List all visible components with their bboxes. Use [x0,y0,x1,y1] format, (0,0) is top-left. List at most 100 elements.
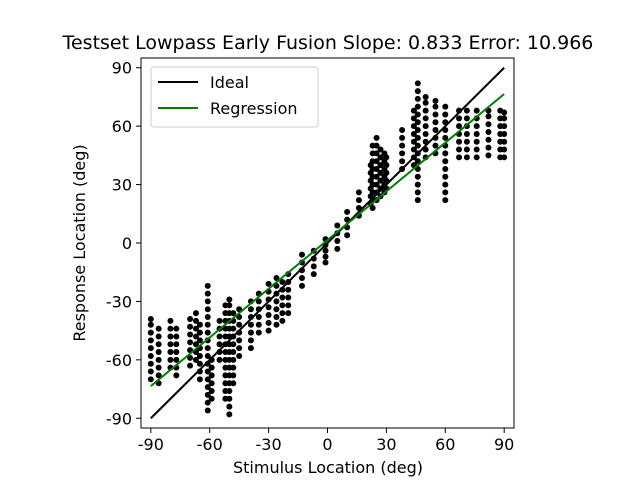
scatter-point [216,317,223,324]
scatter-point [422,99,429,106]
scatter-point [155,333,162,340]
scatter-point [255,329,262,336]
scatter-point [473,130,480,137]
scatter-point [399,142,406,149]
scatter-point [173,372,180,379]
scatter-point [230,356,237,363]
scatter-point [236,352,243,359]
scatter-point [485,152,492,159]
scatter-point [265,280,272,287]
scatter-point [410,107,417,114]
x-tick-label: -90 [138,435,164,454]
scatter-point [204,290,211,297]
scatter-point [187,354,194,361]
scatter-point [473,107,480,114]
scatter-point [247,345,254,352]
scatter-point [204,368,211,375]
scatter-point [298,251,305,258]
scatter-point [355,189,362,196]
scatter-point [187,315,194,322]
legend-ideal-label: Ideal [210,73,249,92]
scatter-point [463,115,470,122]
scatter-point [410,130,417,137]
scatter-point [147,360,154,367]
scatter-point [192,325,199,332]
scatter-point [298,275,305,282]
scatter-point [167,325,174,332]
regression-line [150,93,505,387]
scatter-point [414,88,421,95]
scatter-point [501,115,508,122]
x-tick-label: 30 [376,435,396,454]
scatter-point [399,134,406,141]
scatter-point [456,123,463,130]
scatter-point [255,314,262,320]
scatter-point [501,154,508,161]
x-tick-label: -60 [197,435,223,454]
ideal-line [150,67,505,419]
scatter-point [173,333,180,340]
scatter-point [373,142,380,149]
scatter-point [432,103,439,110]
scatter-point [255,298,262,305]
y-tick-label: 30 [112,176,132,195]
scatter-point [373,150,380,157]
scatter-point [208,380,215,387]
scatter-point [422,130,429,137]
scatter-point [167,349,174,356]
scatter-point [334,245,341,252]
scatter-point [285,286,292,293]
scatter-point [273,314,280,320]
scatter-point [456,115,463,122]
scatter-point [147,329,154,336]
scatter-point [204,298,211,305]
scatter-point [187,339,194,346]
scatter-point [422,107,429,114]
scatter-point [208,372,215,379]
scatter-point [422,93,429,100]
y-axis-label: Response Location (deg) [70,144,89,341]
scatter-point [192,317,199,324]
scatter-point [192,356,199,363]
scatter-point [485,121,492,128]
scatter-point [334,222,341,229]
scatter-point [383,154,390,161]
plot-area [140,57,515,429]
scatter-point [414,111,421,118]
scatter-point [187,323,194,330]
scatter-point [265,304,272,311]
scatter-point [485,144,492,151]
scatter-point [204,376,211,383]
scatter-point [208,364,215,371]
scatter-point [226,302,233,309]
scatter-point [279,302,286,309]
scatter-point [414,197,421,204]
scatter-point [369,204,376,211]
scatter-point [173,325,180,332]
scatter-point [432,142,439,149]
scatter-point [273,306,280,313]
scatter-point [204,391,211,398]
scatter-point [414,173,421,180]
scatter-point [147,345,154,352]
scatter-point [147,337,154,344]
scatter-point [414,189,421,196]
scatter-point [344,208,351,215]
scatter-point [226,403,233,410]
scatter-point [373,166,380,172]
scatter-point [463,138,470,145]
scatter-point [410,138,417,145]
scatter-point [373,181,380,188]
scatter-point [322,253,329,260]
scatter-point [442,158,449,165]
scatter-point [236,345,243,352]
scatter-point [414,127,421,134]
scatter-point [230,380,237,387]
scatter-point [422,115,429,122]
scatter-point [273,275,280,282]
scatter-point [226,411,233,418]
scatter-point [187,362,194,369]
scatter-point [155,356,162,363]
scatter-point [236,321,243,328]
